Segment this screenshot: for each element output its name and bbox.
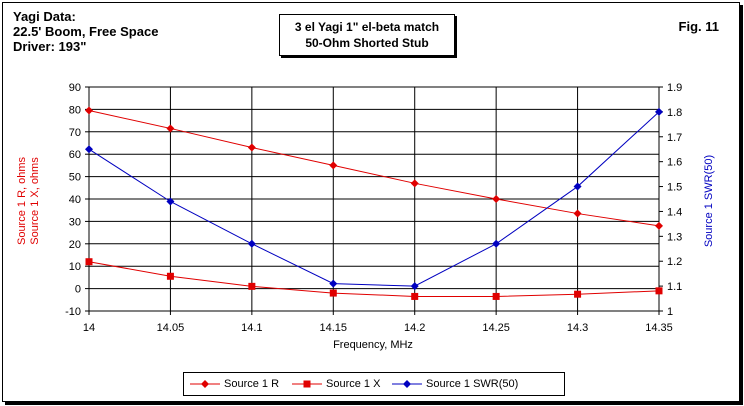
chart-title: 3 el Yagi 1" el-beta match 50-Ohm Shorte… <box>279 14 455 56</box>
right-tick-label: 1.8 <box>667 107 682 119</box>
left-tick-label: 50 <box>69 172 81 184</box>
axis-layer: -10 0 10 20 30 40 50 60 70 80 90 1 1.1 1.2 1.3 1.4 1.5 1.… <box>65 82 682 334</box>
x-tick-label: 14.35 <box>645 322 673 334</box>
grid-layer <box>88 86 660 312</box>
series-point-0 <box>247 143 256 152</box>
chart-title-line-1: 3 el Yagi 1" el-beta match <box>294 20 440 34</box>
right-tick-label: 1.9 <box>667 82 682 94</box>
series-layer <box>85 106 663 300</box>
series-point-0 <box>85 106 93 115</box>
info-line-2: 22.5' Boom, Free Space <box>13 24 159 39</box>
right-tick-label: 1 <box>667 306 673 318</box>
chart-legend: Source 1 R Source 1 X Source 1 SWR(50) <box>183 372 565 396</box>
yagi-info: Yagi Data: 22.5' Boom, Free Space Driver… <box>13 9 158 54</box>
series-point-0 <box>655 221 663 230</box>
series-line-1 <box>88 261 660 297</box>
figure-label: Fig. 11 <box>678 19 719 34</box>
left-tick-label: 40 <box>69 194 81 206</box>
legend-item-swr: Source 1 SWR(50) <box>392 377 518 391</box>
series-point-1 <box>85 258 93 266</box>
series-point-2 <box>329 279 338 288</box>
legend-label-swr: Source 1 SWR(50) <box>426 378 519 390</box>
x-tick-label: 14 <box>83 322 95 334</box>
right-tick-label: 1.2 <box>667 256 682 268</box>
info-line-1: Yagi Data: <box>13 9 76 24</box>
series-point-1 <box>574 290 582 298</box>
series-point-0 <box>166 124 175 133</box>
legend-label-r: Source 1 R <box>224 378 280 390</box>
left-tick-label: 80 <box>69 104 81 116</box>
left-tick-label: 20 <box>69 239 81 251</box>
series-point-2 <box>410 282 419 291</box>
x-tick-label: 14.1 <box>241 322 262 334</box>
series-line-2 <box>88 111 660 287</box>
right-tick-label: 1.6 <box>667 157 682 169</box>
left-tick-label: 70 <box>69 127 81 139</box>
right-tick-label: 1.3 <box>667 231 682 243</box>
chart-frame: -10 0 10 20 30 40 50 60 70 80 90 1 1.1 1.2 1.3 1.4 1.5 1.… <box>2 2 740 402</box>
series-point-1 <box>655 287 663 295</box>
left-tick-label: 0 <box>75 284 81 296</box>
series-point-0 <box>573 209 582 218</box>
series-point-2 <box>492 239 501 248</box>
left-tick-label: 30 <box>69 216 81 228</box>
left-tick-label: 60 <box>69 149 81 161</box>
right-tick-label: 1.5 <box>667 182 682 194</box>
series-line-0 <box>88 110 660 227</box>
right-tick-label: 1.1 <box>667 281 682 293</box>
legend-diamond-red-icon <box>190 380 220 388</box>
x-tick-label: 14.25 <box>482 322 510 334</box>
left-axis-label-2: Source 1 X, ohms <box>29 157 41 245</box>
legend-square-red-icon <box>292 380 322 388</box>
series-point-0 <box>329 161 338 170</box>
series-point-2 <box>166 197 175 206</box>
left-tick-label: 90 <box>69 82 81 94</box>
series-point-2 <box>247 239 256 248</box>
right-tick-label: 1.4 <box>667 206 682 218</box>
chart-title-line-2: 50-Ohm Shorted Stub <box>305 36 429 50</box>
series-point-1 <box>411 292 419 300</box>
x-axis-label: Frequency, MHz <box>333 339 413 351</box>
legend-diamond-blue-icon <box>392 380 422 388</box>
legend-item-x: Source 1 X <box>292 377 380 391</box>
x-tick-label: 14.3 <box>567 322 588 334</box>
series-point-1 <box>492 292 500 300</box>
series-point-2 <box>655 107 663 116</box>
x-tick-label: 14.15 <box>320 322 348 334</box>
left-axis-label-1: Source 1 R, ohms <box>16 156 28 245</box>
legend-item-r: Source 1 R <box>190 377 279 391</box>
right-axis-label: Source 1 SWR(50) <box>703 155 715 247</box>
yagi-chart: -10 0 10 20 30 40 50 60 70 80 90 1 1.1 1.2 1.3 1.4 1.5 1.… <box>16 82 715 351</box>
series-point-0 <box>410 179 419 188</box>
series-point-1 <box>248 282 256 290</box>
legend-label-x: Source 1 X <box>326 378 381 390</box>
x-tick-label: 14.05 <box>157 322 185 334</box>
right-tick-label: 1.7 <box>667 132 682 144</box>
series-point-2 <box>573 182 582 191</box>
series-point-1 <box>329 289 337 297</box>
series-point-0 <box>492 195 501 203</box>
left-tick-label: -10 <box>65 306 81 318</box>
x-tick-label: 14.2 <box>404 322 425 334</box>
series-point-1 <box>166 272 174 280</box>
left-tick-label: 10 <box>69 261 81 273</box>
info-line-3: Driver: 193" <box>13 39 87 54</box>
series-point-2 <box>85 145 93 154</box>
